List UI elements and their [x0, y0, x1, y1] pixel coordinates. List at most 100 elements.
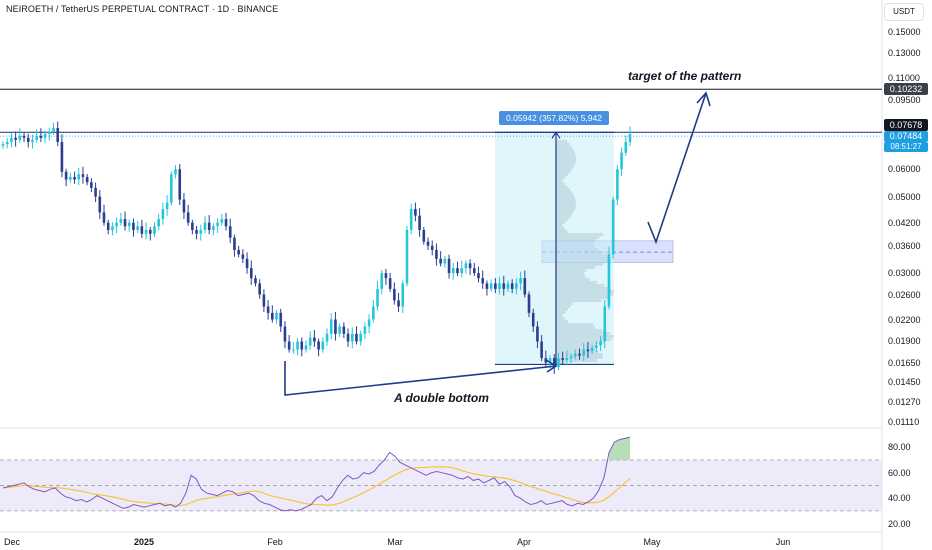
candle-body	[119, 219, 123, 223]
candle-body	[52, 128, 55, 132]
candle-body	[485, 283, 489, 289]
time-axis-tick: Dec	[3, 537, 21, 547]
candle-body	[384, 273, 388, 279]
candle-body	[506, 283, 510, 289]
candle-body	[350, 333, 354, 342]
candle-body	[157, 219, 161, 227]
candle-body	[56, 128, 60, 142]
candle-body	[73, 176, 76, 180]
candle-body	[569, 356, 573, 359]
candle-body	[628, 133, 632, 142]
candle-body	[435, 249, 438, 259]
candle-body	[81, 174, 85, 177]
target-arrowhead	[696, 91, 711, 107]
candle-body	[397, 300, 400, 307]
candle-body	[271, 312, 274, 320]
rsi-axis-tick: 20.00	[888, 518, 911, 529]
candle-body	[195, 229, 198, 234]
candle-body	[279, 312, 283, 327]
double-bottom-arrow	[284, 361, 557, 396]
candle-body	[565, 358, 569, 360]
candle-body	[317, 341, 320, 350]
candle-body	[586, 349, 590, 352]
rsi-line	[2, 436, 631, 512]
candle-body	[26, 137, 30, 142]
candle-body	[477, 273, 480, 279]
candle-body	[430, 245, 434, 250]
candle-body	[77, 174, 81, 180]
candle-body	[85, 176, 89, 183]
candle-body	[233, 237, 236, 250]
time-axis-tick: 2025	[133, 537, 155, 547]
candle-body	[123, 219, 127, 227]
measure-box	[495, 131, 614, 366]
candle-body	[464, 263, 468, 269]
price-axis-tick: 0.09500	[888, 95, 921, 106]
candle-body	[207, 222, 211, 230]
candle-body	[35, 135, 38, 140]
candle-body	[599, 341, 602, 346]
candle-body	[624, 141, 628, 153]
candle-body	[515, 283, 518, 289]
double-bottom-annotation: A double bottom	[394, 391, 489, 405]
candle-body	[22, 135, 26, 138]
candle-body	[69, 176, 72, 180]
candle-body	[216, 222, 219, 227]
candle-body	[300, 341, 304, 350]
candle-body	[447, 258, 451, 274]
rsi-pane	[0, 436, 882, 512]
candle-body	[111, 226, 114, 230]
candle-body	[595, 345, 598, 348]
candle-body	[510, 283, 514, 289]
candle-body	[132, 222, 135, 230]
candle-body	[98, 196, 102, 213]
candle-body	[144, 229, 148, 234]
candle-body	[106, 222, 110, 230]
candle-body	[10, 137, 13, 142]
candle-body	[254, 278, 257, 284]
price-axis-tick: 0.01270	[888, 396, 921, 407]
candle-body	[258, 283, 261, 295]
price-axis-tick: 0.01900	[888, 336, 921, 347]
time-axis-tick: Apr	[516, 537, 532, 547]
candle-body	[456, 268, 459, 274]
candle-body	[127, 222, 131, 227]
candle-body	[140, 226, 144, 234]
candle-body	[102, 212, 106, 223]
candle-body	[153, 226, 156, 234]
price-axis-tick: 0.05000	[888, 191, 921, 202]
candle-body	[540, 341, 543, 359]
candle-body	[249, 268, 253, 279]
pattern-arrows	[284, 91, 711, 396]
candle-body	[136, 226, 139, 230]
candle-body	[388, 278, 392, 289]
candle-body	[228, 226, 232, 238]
candle-body	[165, 202, 169, 210]
candle-body	[426, 241, 430, 246]
candle-body	[346, 333, 350, 342]
candle-body	[283, 326, 287, 342]
candle-body	[1, 144, 5, 146]
candle-body	[536, 326, 539, 342]
candle-body	[178, 169, 182, 200]
candle-body	[31, 139, 34, 142]
candle-body	[18, 135, 22, 140]
candle-body	[481, 278, 485, 284]
candle-body	[266, 306, 270, 313]
candle-body	[620, 152, 623, 170]
candle-body	[552, 358, 556, 368]
price-axis-tick: 0.13000	[888, 48, 921, 59]
chart-title: NEIROETH / TetherUS PERPETUAL CONTRACT ·…	[6, 4, 279, 14]
price-axis-tick: 0.01450	[888, 376, 921, 387]
currency-selector[interactable]: USDT	[884, 3, 924, 21]
candle-body	[502, 283, 506, 289]
price-axis-tick: 0.11000	[888, 73, 920, 84]
candle-body	[321, 341, 325, 350]
rsi-ma-line	[2, 466, 631, 507]
candle-body	[363, 326, 367, 334]
candles	[1, 121, 632, 374]
candle-body	[47, 131, 51, 134]
candle-body	[245, 258, 249, 269]
measure-label: 0.05942 (357.82%) 5,942	[499, 111, 609, 125]
